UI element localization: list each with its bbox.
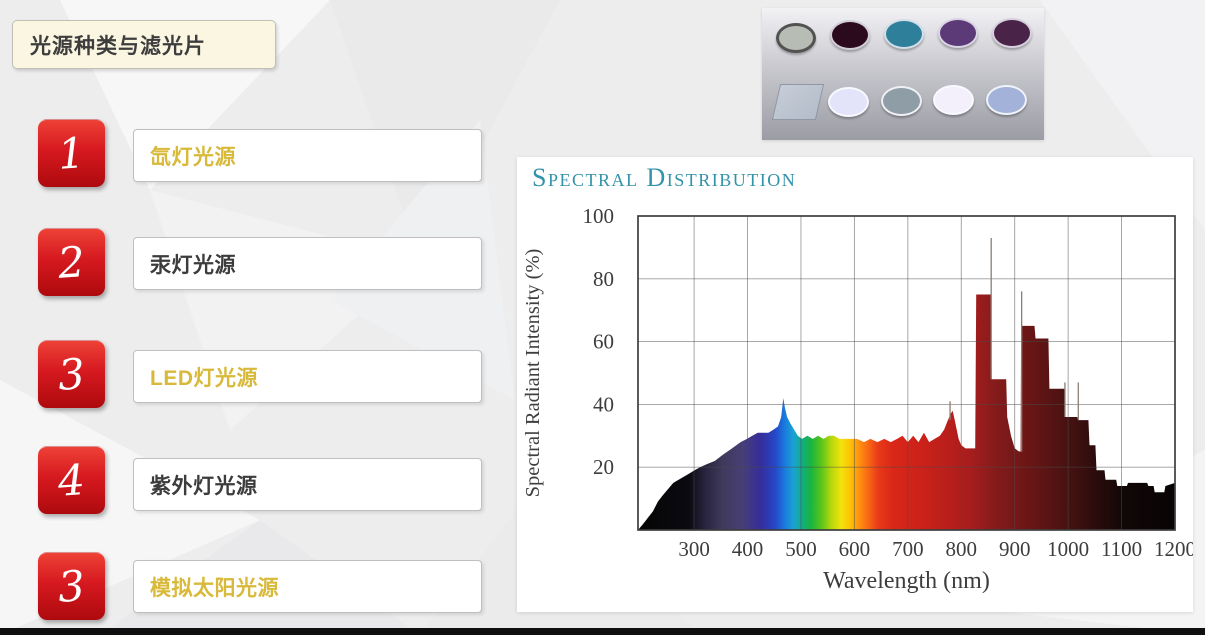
- x-tick-label: 500: [785, 537, 817, 561]
- x-tick-label: 600: [839, 537, 871, 561]
- slate-filter-icon: [881, 86, 922, 116]
- number-badge-2: 2: [38, 228, 105, 296]
- item-label: 氙灯光源: [150, 145, 236, 169]
- y-tick-label: 20: [593, 455, 614, 479]
- item-box-5: 模拟太阳光源: [133, 560, 482, 613]
- plot-frame: [637, 215, 1176, 531]
- chart-title: Spectral Distribution: [532, 163, 797, 192]
- badge-number: 1: [56, 127, 87, 179]
- x-tick-label: 1000: [1047, 537, 1089, 561]
- number-badge-3: 3: [38, 340, 105, 408]
- optical-filters-photo: [762, 8, 1044, 140]
- y-tick-label: 60: [593, 330, 614, 354]
- teal-filter-icon: [884, 19, 924, 49]
- purple-filter-icon: [938, 18, 978, 48]
- x-tick-label: 700: [892, 537, 924, 561]
- spectral-distribution-chart: 100 80 60 40 20 300 400 500 600 700 800 900 1000 1100…: [522, 204, 1193, 594]
- number-badge-5: 3: [38, 552, 105, 620]
- periwinkle-filter-icon: [986, 85, 1027, 115]
- spectrum-area: [638, 294, 1175, 530]
- badge-number: 4: [56, 454, 87, 506]
- badge-number: 2: [56, 236, 87, 288]
- item-box-1: 氙灯光源: [133, 129, 482, 182]
- slide-title: 光源种类与滤光片: [30, 34, 206, 58]
- gray-ring-filter-icon: [776, 23, 816, 53]
- spectral-chart-panel: Spectral Distribution 100 80 60 40 20 300 400 5…: [517, 157, 1193, 612]
- x-tick-label: 400: [732, 537, 764, 561]
- dark-maroon-filter-icon: [830, 20, 870, 50]
- item-label: 模拟太阳光源: [150, 576, 279, 600]
- footer-bar: [0, 628, 1205, 635]
- y-tick-label: 40: [593, 392, 614, 416]
- item-box-4: 紫外灯光源: [133, 458, 482, 511]
- x-tick-label: 300: [678, 537, 710, 561]
- y-tick-label: 100: [583, 204, 615, 228]
- badge-number: 3: [56, 560, 87, 612]
- pale-lavender-filter-icon: [828, 87, 869, 117]
- x-tick-label: 900: [999, 537, 1030, 561]
- number-badge-4: 4: [38, 446, 105, 514]
- x-tick-label: 800: [946, 537, 978, 561]
- y-axis-title: Spectral Radiant Intensity (%): [522, 249, 544, 498]
- item-label: 紫外灯光源: [150, 474, 258, 498]
- badge-number: 3: [56, 348, 87, 400]
- slide-title-box: 光源种类与滤光片: [12, 20, 276, 69]
- x-tick-label: 1200: [1154, 537, 1193, 561]
- item-box-3: LED灯光源: [133, 350, 482, 403]
- item-label: 汞灯光源: [150, 253, 236, 277]
- item-box-2: 汞灯光源: [133, 237, 482, 290]
- plum-filter-icon: [992, 18, 1032, 48]
- x-axis-title: Wavelength (nm): [823, 568, 990, 594]
- y-tick-label: 80: [593, 267, 614, 291]
- glass-slab-icon: [771, 84, 825, 120]
- white-filter-icon: [933, 85, 974, 115]
- item-label: LED灯光源: [150, 366, 258, 390]
- number-badge-1: 1: [38, 119, 105, 187]
- x-tick-label: 1100: [1101, 537, 1142, 561]
